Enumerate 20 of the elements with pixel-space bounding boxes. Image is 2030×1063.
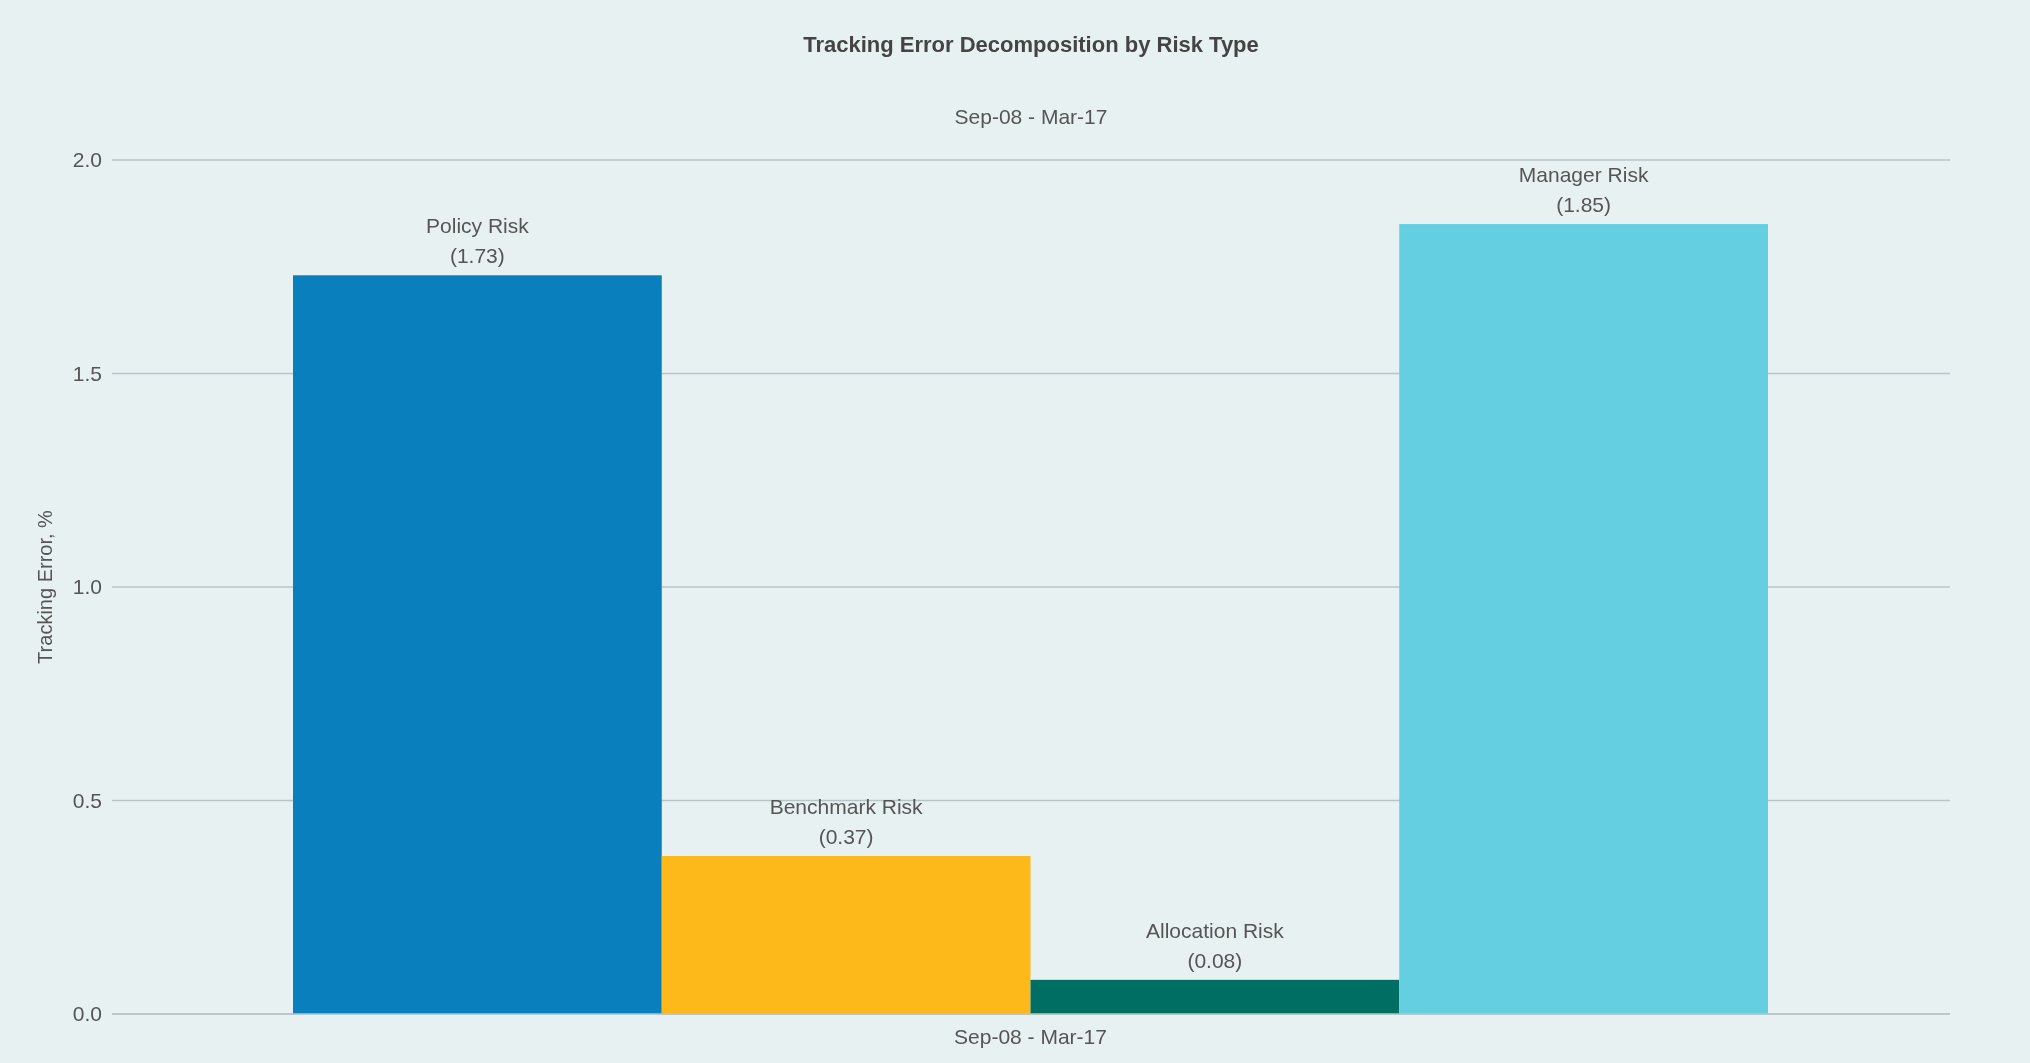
data-label: (0.08) bbox=[1187, 948, 1243, 972]
y-tick-label: 2.0 bbox=[72, 148, 102, 171]
bar bbox=[293, 275, 662, 1014]
bar bbox=[1399, 224, 1768, 1014]
data-label: (0.37) bbox=[818, 825, 874, 849]
series-label: Manager Risk bbox=[1518, 163, 1649, 187]
y-tick-label: 1.0 bbox=[72, 575, 102, 598]
bar bbox=[661, 856, 1031, 1014]
y-axis-title: Tracking Error, % bbox=[34, 509, 56, 664]
bar bbox=[1030, 979, 1400, 1014]
chart-subtitle: Sep-08 - Mar-17 bbox=[954, 105, 1108, 128]
y-tick-label: 0.5 bbox=[72, 788, 102, 812]
series-label: Benchmark Risk bbox=[769, 795, 924, 819]
series-label: Allocation Risk bbox=[1146, 918, 1285, 942]
chart-title: Tracking Error Decomposition by Risk Type bbox=[803, 32, 1259, 57]
series-label: Policy Risk bbox=[426, 214, 530, 238]
data-label: (1.85) bbox=[1556, 193, 1612, 217]
y-tick-label: 1.5 bbox=[72, 361, 102, 385]
y-tick-label: 0.0 bbox=[72, 1002, 102, 1025]
data-label: (1.73) bbox=[449, 244, 505, 268]
